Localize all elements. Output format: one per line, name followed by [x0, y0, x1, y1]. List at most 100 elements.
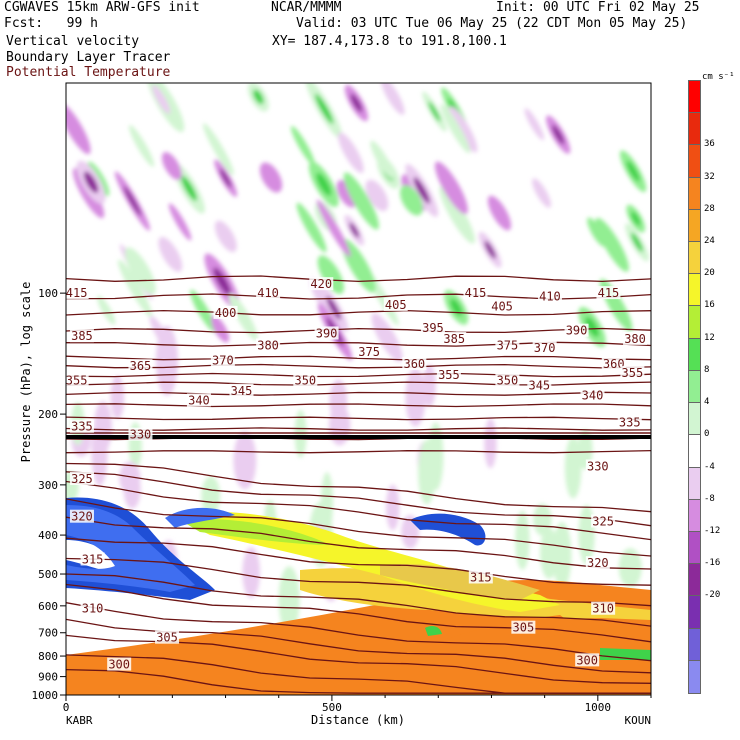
- theta-label: 385: [71, 329, 93, 343]
- colorbar-swatch: [688, 208, 701, 244]
- theta-contour: [66, 416, 651, 421]
- theta-label: 410: [539, 290, 561, 304]
- velocity-streak: [434, 161, 468, 215]
- theta-label: 405: [491, 300, 513, 314]
- theta-label: 345: [231, 384, 253, 398]
- velocity-streak: [371, 313, 403, 362]
- velocity-streak: [210, 315, 230, 343]
- theta-label: 365: [130, 359, 152, 373]
- theta-contour: [66, 668, 651, 694]
- velocity-streak: [533, 503, 552, 536]
- colorbar-level: 12: [704, 332, 715, 343]
- theta-label: 310: [82, 602, 104, 616]
- theta-label: 355: [622, 366, 644, 380]
- velocity-streak: [370, 140, 394, 179]
- theta-contour: [66, 498, 651, 557]
- x-axis-label: Distance (km): [311, 713, 405, 727]
- theta-label: 305: [156, 631, 178, 645]
- velocity-streak: [618, 548, 642, 588]
- velocity-streak: [202, 123, 234, 176]
- colorbar-swatch: [688, 498, 701, 534]
- velocity-streak: [380, 83, 405, 115]
- theta-label: 320: [71, 510, 93, 524]
- theta-label-bg: [69, 419, 94, 433]
- velocity-streak: [317, 255, 345, 295]
- theta-contour: [66, 471, 651, 527]
- theta-contour: [66, 449, 651, 454]
- theta-label-bg: [442, 331, 467, 345]
- y-axis: 100 200 300 400 500 600 700 800 900 1000: [32, 287, 66, 702]
- velocity-streak: [128, 125, 155, 167]
- velocity-core: [316, 172, 332, 196]
- y-tick-label: 300: [38, 479, 58, 492]
- colorbar-swatch: [688, 563, 701, 598]
- velocity-core: [552, 124, 565, 145]
- velocity-core: [413, 177, 430, 204]
- colorbar-level: 24: [704, 236, 715, 247]
- theta-label-bg: [69, 509, 94, 523]
- theta-label: 335: [71, 420, 93, 434]
- theta-label-bg: [591, 514, 616, 528]
- theta-label: 420: [310, 277, 332, 291]
- theta-contour: [66, 327, 651, 334]
- colorbar-level: -12: [704, 525, 721, 536]
- theta-contour: [66, 403, 651, 408]
- right-station: KOUN: [625, 714, 652, 727]
- theta-label-bg: [256, 286, 281, 300]
- colorbar-swatch: [688, 80, 701, 115]
- velocity-streak: [487, 195, 512, 231]
- theta-label: 390: [566, 324, 588, 338]
- theta-label-bg: [585, 556, 610, 570]
- velocity-streak: [448, 106, 478, 153]
- colorbar-level: -4: [704, 461, 715, 472]
- theta-label-bg: [511, 620, 536, 634]
- theta-label: 380: [257, 339, 279, 353]
- theta-label-bg: [537, 289, 562, 303]
- theta-label-bg: [420, 320, 445, 334]
- velocity-streak: [93, 401, 112, 453]
- theta-contour: [66, 480, 651, 541]
- theta-label: 410: [257, 286, 279, 300]
- velocity-core: [450, 298, 463, 317]
- theta-label: 405: [385, 298, 407, 312]
- colorbar-swatch: [688, 144, 701, 180]
- velocity-streak: [552, 521, 572, 589]
- velocity-streak: [405, 368, 426, 427]
- colorbar-swatch: [688, 176, 701, 212]
- colorbar-swatch: [688, 466, 701, 502]
- theta-label: 330: [130, 428, 152, 442]
- theta-label: 325: [71, 472, 93, 486]
- valid-time: Valid: 03 UTC Tue 06 May 25 (22 CDT Mon …: [296, 16, 688, 31]
- velocity-core: [181, 175, 198, 201]
- theta-label-bg: [575, 653, 600, 667]
- theta-label: 340: [188, 393, 210, 407]
- theta-label-bg: [495, 338, 520, 352]
- theta-contour: [66, 557, 651, 607]
- theta-contour: [66, 583, 651, 643]
- velocity-core: [626, 160, 640, 182]
- field-potential-temperature: Potential Temperature: [6, 65, 171, 80]
- velocity-streak: [110, 375, 125, 419]
- theta-label-bg: [107, 657, 132, 671]
- velocity-streak: [338, 132, 364, 173]
- colorbar-level: 36: [704, 139, 715, 150]
- theta-label: 370: [212, 353, 234, 367]
- theta-label-bg: [591, 601, 616, 615]
- velocity-streak: [152, 84, 171, 114]
- theta-label-bg: [463, 286, 488, 300]
- velocity-streak: [336, 179, 357, 208]
- theta-label: 375: [497, 339, 519, 353]
- colorbar-swatch: [688, 530, 701, 566]
- theta-label: 300: [576, 653, 598, 667]
- theta-label-bg: [80, 552, 105, 566]
- theta-label: 390: [316, 326, 338, 340]
- theta-label: 415: [465, 286, 487, 300]
- theta-label-bg: [66, 286, 89, 300]
- velocity-streak: [365, 179, 389, 212]
- velocity-core: [326, 296, 341, 320]
- theta-label-bg: [69, 329, 94, 343]
- x-tick-label: 1000: [585, 701, 612, 714]
- colorbar-swatch: [688, 241, 701, 276]
- theta-label-bg: [564, 323, 589, 337]
